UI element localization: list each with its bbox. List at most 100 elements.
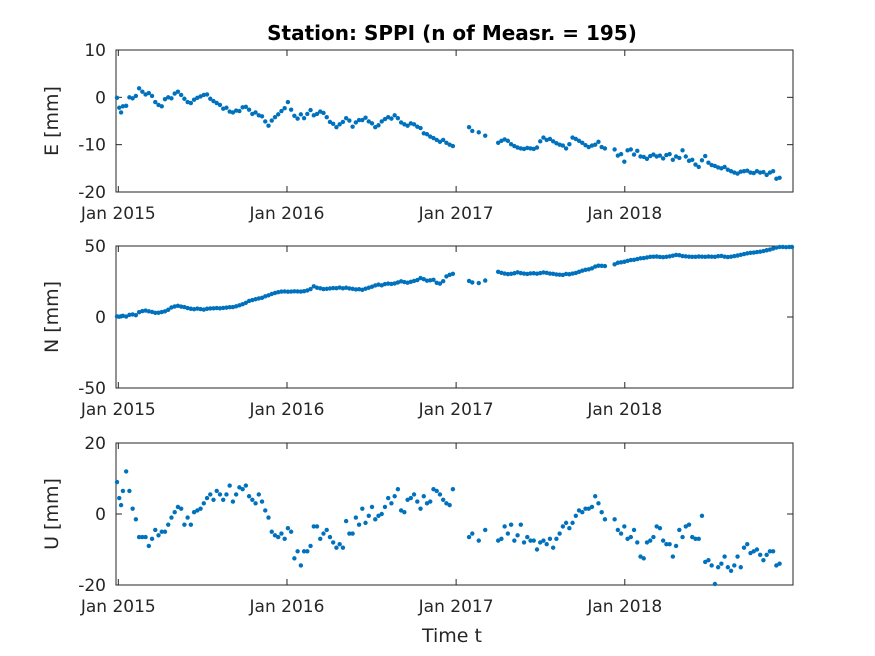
data-point [751,549,756,554]
data-point [783,244,789,250]
data-point [208,492,213,497]
data-point [635,540,640,545]
data-point [450,143,456,149]
data-point [648,254,653,259]
data-point [644,156,650,162]
data-point [657,153,663,158]
data-point [677,527,682,533]
data-point [350,286,355,292]
data-point [230,499,236,504]
data-point [599,263,604,269]
data-point [664,254,669,259]
data-point [369,121,375,126]
data-point [602,146,608,151]
data-point [560,524,566,529]
data-point [295,116,300,121]
data-point [288,529,294,534]
data-point [541,270,546,275]
data-point [214,305,219,311]
data-point [499,536,504,542]
data-point [505,271,511,277]
x-tick-label: Jan 2018 [586,204,662,224]
data-point [586,506,591,511]
data-point [343,518,349,524]
data-point [172,510,177,515]
data-point [431,277,436,282]
y-tick-label: 20 [84,434,106,454]
data-point [680,253,685,259]
data-point [628,534,633,540]
data-point [748,250,753,256]
data-point [178,506,184,511]
y-tick-label: -50 [78,379,106,399]
data-point [327,286,333,291]
data-point [146,90,152,96]
data-point [246,107,252,112]
data-point [576,508,582,513]
data-point [308,107,313,113]
data-point [356,117,362,123]
data-point [683,254,688,259]
data-point [130,96,135,101]
data-point [127,312,132,318]
data-point [725,254,731,260]
data-point [573,136,579,142]
data-point [243,300,249,305]
data-point [424,278,430,283]
data-point [140,89,145,94]
x-tick-label: Jan 2015 [80,400,156,420]
data-point [153,527,158,533]
data-point [285,526,291,531]
data-point [618,531,624,536]
data-point [191,97,197,102]
data-point [602,263,608,269]
data-point [201,501,206,506]
data-point [288,289,294,294]
data-point [654,524,659,529]
data-point [690,534,695,540]
data-point [175,89,181,94]
data-point [728,568,734,573]
data-point [547,136,553,142]
data-point [224,105,229,110]
data-point [508,141,514,147]
subplot-1: Jan 2015 Jan 2016 Jan 2017 Jan 2018 -20 -10 0 1… [41,41,794,224]
data-point [715,254,721,259]
data-point [311,524,316,529]
data-point [353,287,359,292]
data-point [738,565,743,570]
data-point [211,306,216,311]
data-point [350,531,355,536]
data-point [350,124,355,129]
data-point [266,515,271,520]
data-point [114,95,120,101]
data-point [356,522,362,527]
data-point [680,534,685,540]
data-point [657,526,663,531]
data-point [153,99,158,105]
data-point [567,141,572,147]
data-point [673,543,679,549]
data-point [175,504,181,510]
data-point [690,157,695,163]
data-point [476,538,481,543]
data-point [541,538,546,543]
data-point [276,289,281,295]
data-point [761,169,766,175]
data-point [266,123,271,128]
data-point [217,102,223,108]
data-point [123,103,129,109]
data-point [149,536,155,542]
data-point [123,469,129,474]
data-point [534,547,540,552]
data-point [279,289,284,294]
data-point [699,513,705,518]
subplot-3: Jan 2015 Jan 2016 Jan 2017 Jan 2018 -20 0 20 U … [41,434,794,617]
data-point [534,145,540,150]
data-point [295,549,300,554]
data-point [256,492,261,497]
data-point [272,115,278,120]
data-point [195,306,200,311]
data-point [495,140,501,145]
data-point [657,254,663,260]
